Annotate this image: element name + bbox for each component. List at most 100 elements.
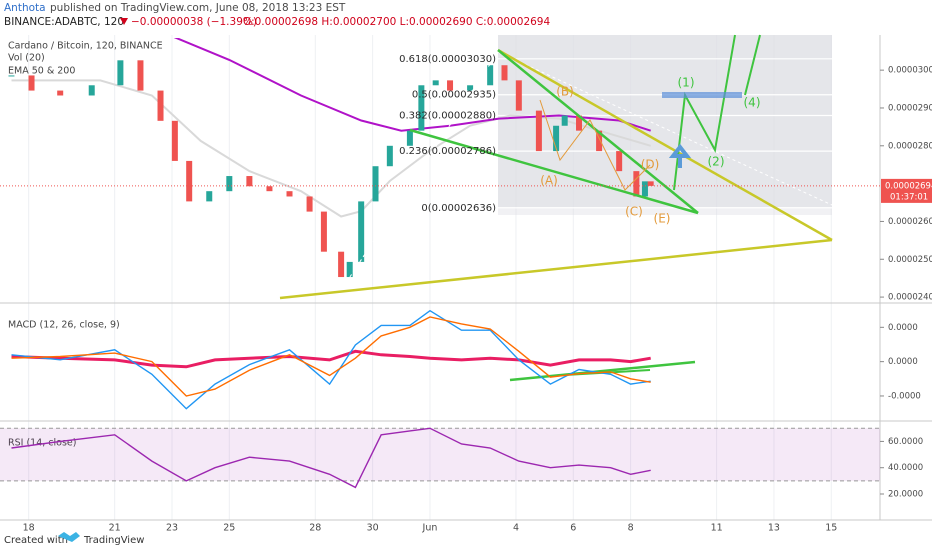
pane-title: MACD (12, 26, close, 9) bbox=[8, 320, 120, 331]
brand[interactable]: TradingView bbox=[83, 535, 144, 546]
x-tick-label: 4 bbox=[513, 523, 519, 534]
wave-label: (A) bbox=[540, 174, 558, 188]
pane-title: RSI (14, close) bbox=[8, 438, 76, 449]
candle bbox=[553, 125, 560, 152]
wave-label: (1) bbox=[678, 76, 695, 90]
candle bbox=[358, 201, 365, 262]
x-tick-label: 6 bbox=[570, 523, 576, 534]
wave-label: (D) bbox=[641, 158, 660, 172]
x-tick-label: 15 bbox=[825, 523, 837, 534]
wave-path bbox=[539, 99, 651, 191]
candle bbox=[447, 80, 454, 91]
x-tick-label: 21 bbox=[109, 523, 121, 534]
candle bbox=[561, 115, 568, 126]
symbol: BINANCE:ADABTC, 120 bbox=[4, 16, 124, 28]
created-with: Created with bbox=[4, 535, 68, 546]
fib-box bbox=[498, 35, 832, 207]
candle bbox=[576, 115, 583, 131]
x-tick-label: 30 bbox=[367, 523, 379, 534]
published: published on TradingView.com, June 08, 2… bbox=[50, 2, 346, 14]
trend-line bbox=[509, 360, 696, 382]
x-tick-label: 8 bbox=[628, 523, 634, 534]
wave-label: (E) bbox=[654, 212, 671, 226]
x-tick-label: 13 bbox=[768, 523, 780, 534]
x-tick-label: 11 bbox=[711, 523, 723, 534]
candle bbox=[226, 176, 233, 192]
y-tick-label: -0.0000 bbox=[888, 391, 921, 401]
candle bbox=[596, 130, 603, 152]
candle bbox=[535, 110, 542, 152]
candle bbox=[501, 65, 508, 81]
trend-line bbox=[409, 128, 699, 215]
x-tick-label: 25 bbox=[223, 523, 235, 534]
candle bbox=[647, 181, 654, 186]
price-tag bbox=[881, 178, 932, 203]
indicator-line bbox=[11, 427, 651, 489]
down-icon bbox=[120, 18, 128, 25]
drawings bbox=[279, 34, 833, 382]
y-tick-label: 0.00002400 bbox=[888, 293, 932, 303]
y-tick-label: 0.0000 bbox=[888, 323, 918, 333]
arrow bbox=[668, 143, 692, 168]
fib-label: 0(0.00002636) bbox=[421, 203, 496, 214]
indicator-label: Vol (20) bbox=[8, 53, 45, 64]
fib-label: 0.236(0.00002786) bbox=[399, 146, 496, 157]
candle bbox=[286, 191, 293, 197]
candle bbox=[467, 85, 474, 91]
fib-label: 0.618(0.00003030) bbox=[399, 54, 496, 65]
candle bbox=[306, 196, 313, 212]
candle bbox=[641, 181, 648, 197]
candle bbox=[246, 176, 253, 187]
y-tick-label: 0.0000 bbox=[888, 357, 918, 367]
candle bbox=[157, 90, 164, 121]
trend-line bbox=[497, 48, 833, 242]
ohlc: O:0.00002698 H:0.00002700 L:0.00002690 C… bbox=[243, 16, 550, 28]
candle bbox=[616, 151, 623, 172]
candle bbox=[137, 60, 144, 91]
x-tick-label: 28 bbox=[309, 523, 321, 534]
wave-label: (C) bbox=[625, 205, 643, 219]
candle bbox=[515, 80, 522, 111]
wave-path bbox=[744, 34, 761, 96]
candle bbox=[117, 60, 124, 86]
indicator-label: EMA 50 & 200 bbox=[8, 66, 75, 77]
candle bbox=[372, 166, 379, 202]
rsi-band bbox=[0, 428, 880, 481]
candle bbox=[338, 251, 345, 278]
candle bbox=[320, 211, 327, 252]
target-zone bbox=[662, 92, 742, 98]
y-tick-label: 60.0000 bbox=[888, 437, 923, 447]
candle bbox=[206, 191, 213, 202]
candle bbox=[487, 65, 494, 86]
indicator-line bbox=[11, 316, 651, 397]
fib-label: 0.5(0.00002935) bbox=[412, 90, 496, 101]
x-tick-label: 18 bbox=[23, 523, 35, 534]
indicator-line bbox=[11, 349, 651, 369]
wave-label: (2) bbox=[708, 155, 725, 169]
candle bbox=[266, 186, 273, 192]
candle bbox=[28, 75, 35, 91]
author[interactable]: Anthota bbox=[4, 2, 46, 14]
candle bbox=[8, 75, 15, 77]
candle bbox=[171, 120, 178, 161]
last-price: 0.00002694 bbox=[885, 181, 932, 191]
candle bbox=[432, 80, 439, 86]
candle bbox=[57, 90, 64, 96]
candle bbox=[386, 145, 393, 167]
y-tick-label: 40.0000 bbox=[888, 463, 923, 473]
candle bbox=[186, 160, 193, 202]
candle bbox=[418, 85, 425, 131]
pane-title: Cardano / Bitcoin, 120, BINANCE bbox=[8, 41, 163, 52]
change: −0.00000038 (−1.39%) bbox=[131, 16, 257, 28]
candle bbox=[88, 85, 95, 96]
dashed-line bbox=[497, 51, 833, 206]
candle bbox=[406, 130, 413, 146]
fib-label: 0.382(0.00002880) bbox=[399, 111, 496, 122]
countdown: 01:37:01 bbox=[890, 192, 928, 202]
